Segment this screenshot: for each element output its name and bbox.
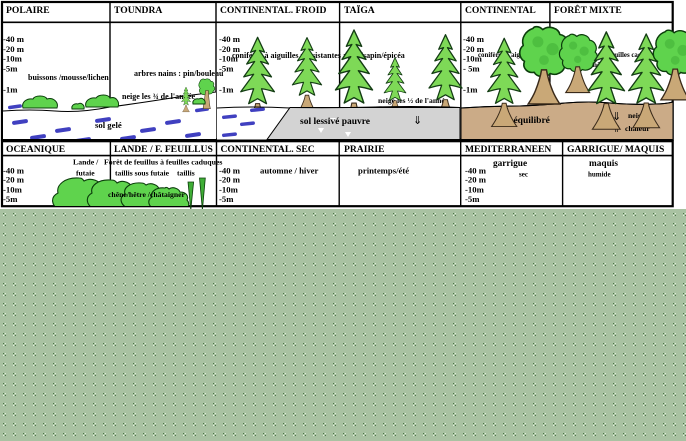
svg-text:FORÊT MIXTE: FORÊT MIXTE [554,4,622,16]
svg-text:-20 m: -20 m [3,174,25,184]
svg-text:maquis: maquis [589,159,618,169]
svg-text:garrigue: garrigue [493,159,527,169]
svg-text:printemps/été: printemps/été [358,166,409,176]
svg-text:⇓: ⇓ [413,115,422,127]
svg-text:-20 m: -20 m [465,174,487,184]
svg-text:-20 m: -20 m [219,174,241,184]
svg-text:sol lessivé pauvre: sol lessivé pauvre [300,117,370,127]
svg-text:taillis sous futaie: taillis sous futaie [115,169,170,178]
svg-text:POLAIRE: POLAIRE [6,5,50,16]
svg-text:CONTINENTAL. SEC: CONTINENTAL. SEC [221,144,315,155]
svg-text:- 5m: - 5m [463,63,480,73]
svg-text:-5m: -5m [465,194,480,204]
svg-text:-1m: -1m [463,85,478,95]
svg-text:-5m: -5m [3,63,18,73]
svg-text:GARRIGUE/ MAQUIS: GARRIGUE/ MAQUIS [567,144,664,155]
svg-text:MEDITERRANEEN: MEDITERRANEEN [465,144,551,155]
svg-text:automne / hiver: automne / hiver [260,166,319,176]
svg-text:CONTINENTAL. FROID: CONTINENTAL. FROID [220,5,327,16]
svg-text:-1m: -1m [3,85,18,95]
svg-text:LANDE / F. FEUILLUS: LANDE / F. FEUILLUS [114,144,213,155]
svg-text:-20 m: -20 m [3,44,25,54]
svg-text:TAÏGA: TAÏGA [344,3,375,16]
svg-text:PRAIRIE: PRAIRIE [344,144,385,155]
svg-text:OCEANIQUE: OCEANIQUE [6,144,65,155]
svg-text:-10m: -10m [3,54,23,64]
svg-text:futaie: futaie [76,169,95,178]
svg-text:buissons /mousse/lichen: buissons /mousse/lichen [28,73,109,82]
svg-text:Forêt de feuillus à feuilles c: Forêt de feuillus à feuilles caduques [104,157,222,166]
svg-text:-40 m: -40 m [219,34,241,44]
svg-text:CONTINENTAL: CONTINENTAL [465,5,536,16]
svg-text:humide: humide [588,170,611,178]
svg-text:TOUNDRA: TOUNDRA [114,5,162,16]
svg-text:arbres nains : pin/bouleau: arbres nains : pin/bouleau [134,69,224,78]
svg-text:chêne/hêtre /châtaigner: chêne/hêtre /châtaigner [108,190,186,199]
svg-text:taillis: taillis [177,169,195,178]
svg-text:-5m: -5m [219,194,234,204]
svg-text:-5m: -5m [3,194,18,204]
svg-text:-40 m: -40 m [3,34,25,44]
svg-text:-1m: -1m [219,85,234,95]
svg-text:Lande /: Lande / [73,157,99,166]
svg-text:sol gelé: sol gelé [95,120,122,130]
svg-text:sec: sec [519,170,528,178]
svg-text:-40 m: -40 m [463,34,485,44]
